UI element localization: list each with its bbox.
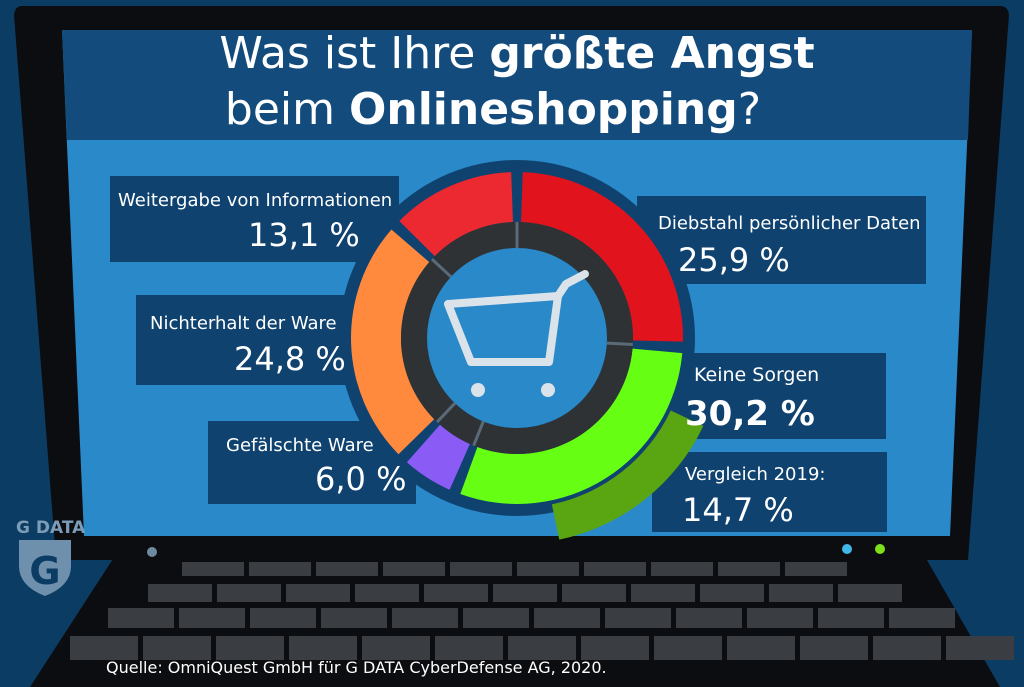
label-vergleich-value: 14,7 % — [682, 491, 794, 529]
label-weitergabe-name: Weitergabe von Informationen — [118, 190, 392, 211]
keyboard-key — [727, 636, 795, 660]
label-nichterhalt-value: 24,8 % — [234, 340, 346, 378]
keyboard-key — [143, 636, 211, 660]
donut-separator-5 — [430, 258, 453, 278]
source-note: Quelle: OmniQuest GmbH für G DATA CyberD… — [106, 658, 607, 677]
svg-text:G: G — [29, 549, 60, 593]
keyboard-key — [818, 608, 884, 628]
label-gefaelschte-value: 6,0 % — [315, 460, 406, 498]
label-weitergabe-value: 13,1 % — [248, 216, 360, 254]
label-box-weitergabe — [110, 176, 399, 262]
keyboard-key — [654, 636, 722, 660]
page-title-line2: beim Onlineshopping? — [225, 84, 761, 135]
label-vergleich-name: Vergleich 2019: — [685, 464, 825, 485]
keyboard-key — [148, 584, 212, 602]
webcam-led — [147, 547, 157, 557]
keyboard-key — [362, 636, 430, 660]
keyboard-key — [450, 562, 512, 576]
keyboard-key — [747, 608, 813, 628]
donut-chart — [351, 172, 704, 540]
page-title: Was ist Ihre größte Angst — [219, 28, 814, 79]
keyboard-key — [289, 636, 357, 660]
keyboard-key — [769, 584, 833, 602]
svg-text:G DATA: G DATA — [16, 518, 86, 538]
keyboard-key — [463, 608, 529, 628]
keyboard-key — [108, 608, 174, 628]
label-box-nichterhalt — [136, 295, 366, 385]
shield-icon — [19, 540, 71, 596]
donut-slice-1 — [521, 172, 683, 342]
keyboard-key — [70, 636, 138, 660]
title-bar — [62, 30, 972, 140]
label-diebstahl-name: Diebstahl persönlicher Daten — [658, 213, 921, 234]
keyboard-key — [562, 584, 626, 602]
keyboard-key — [718, 562, 780, 576]
donut-slice-3 — [406, 424, 470, 490]
keyboard-key — [249, 562, 311, 576]
keyboard-key — [873, 636, 941, 660]
keyboard-key — [838, 584, 902, 602]
keyboard — [70, 562, 1014, 660]
donut-separators — [430, 222, 633, 447]
keyboard-key — [605, 608, 671, 628]
keyboard-key — [581, 636, 649, 660]
keyboard-key — [383, 562, 445, 576]
status-led-green — [875, 544, 885, 554]
donut-slice-5 — [399, 172, 513, 257]
keyboard-key — [508, 636, 576, 660]
keyboard-key — [631, 584, 695, 602]
keyboard-key — [493, 584, 557, 602]
keyboard-key — [392, 608, 458, 628]
label-keine-sorgen-value: 30,2 % — [685, 394, 815, 434]
keyboard-key — [651, 562, 713, 576]
keyboard-key — [889, 608, 955, 628]
donut-slice-2 — [460, 348, 683, 504]
label-keine-sorgen-name: Keine Sorgen — [694, 364, 819, 386]
keyboard-key — [800, 636, 868, 660]
comparison-arc — [551, 410, 704, 540]
keyboard-key — [785, 562, 847, 576]
gdata-logo: G DATA G — [16, 518, 86, 596]
keyboard-key — [217, 584, 281, 602]
keyboard-key — [517, 562, 579, 576]
keyboard-key — [179, 608, 245, 628]
label-box-diebstahl — [637, 196, 926, 284]
keyboard-key — [250, 608, 316, 628]
keyboard-key — [316, 562, 378, 576]
keyboard-key — [355, 584, 419, 602]
shopping-cart-icon — [444, 270, 589, 397]
keyboard-key — [946, 636, 1014, 660]
donut-slice-4 — [351, 229, 435, 455]
label-gefaelschte-name: Gefälschte Ware — [226, 435, 374, 456]
keyboard-key — [321, 608, 387, 628]
donut-separator-2 — [606, 341, 633, 347]
keyboard-key — [435, 636, 503, 660]
keyboard-key — [216, 636, 284, 660]
keyboard-key — [424, 584, 488, 602]
donut-separator-3 — [472, 420, 485, 447]
label-box-vergleich — [652, 452, 887, 532]
keyboard-key — [534, 608, 600, 628]
keyboard-key — [700, 584, 764, 602]
label-diebstahl-value: 25,9 % — [678, 241, 790, 279]
keyboard-key — [182, 562, 244, 576]
status-led-blue — [842, 544, 852, 554]
keyboard-key — [584, 562, 646, 576]
donut-separator-4 — [435, 402, 457, 424]
keyboard-key — [676, 608, 742, 628]
label-nichterhalt-name: Nichterhalt der Ware — [150, 313, 337, 334]
keyboard-key — [286, 584, 350, 602]
